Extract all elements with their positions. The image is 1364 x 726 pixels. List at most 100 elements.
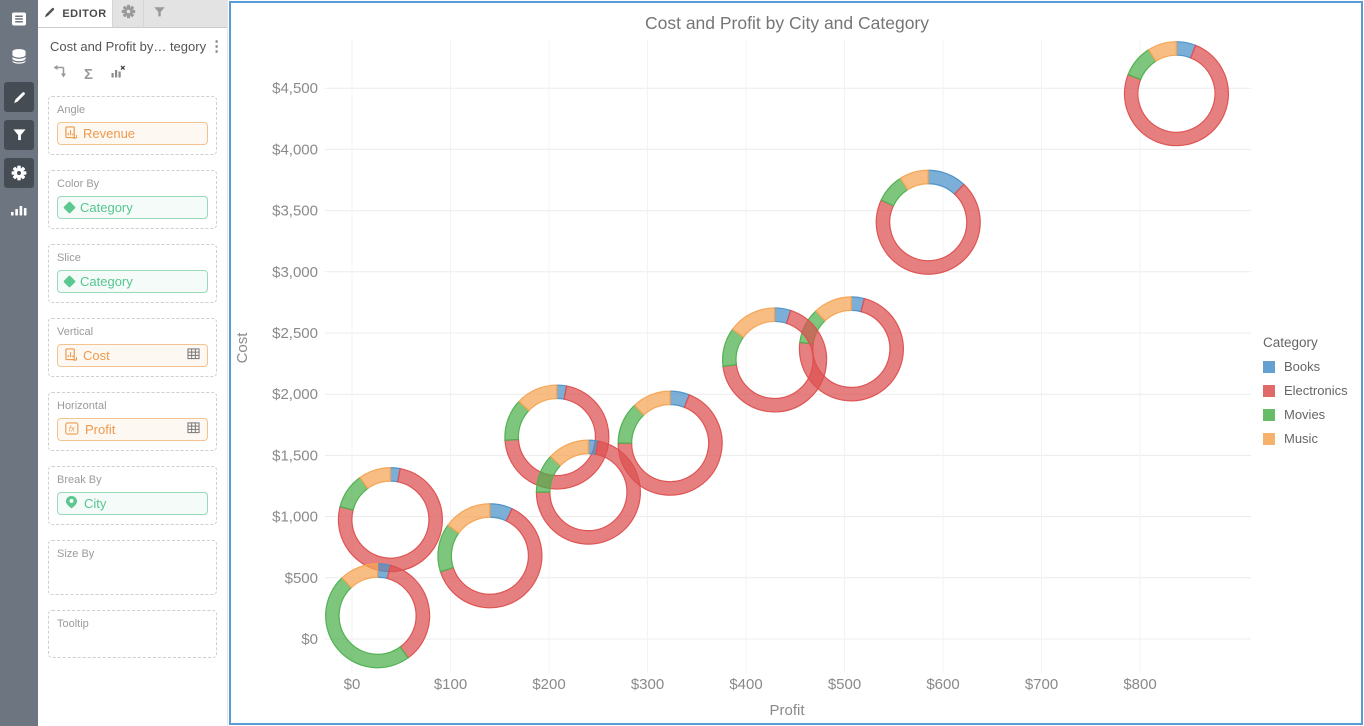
donut-slice-electronics[interactable]: [875, 183, 981, 275]
fx-icon: fx: [65, 421, 79, 438]
field-group-angle[interactable]: Angle Revenue: [48, 96, 217, 155]
field-group-size-by[interactable]: Size By: [48, 540, 217, 595]
rail-data-button[interactable]: [0, 42, 38, 76]
x-tick-label: $700: [1025, 676, 1058, 693]
field-pill-category[interactable]: Category: [57, 196, 208, 219]
legend-title: Category: [1263, 335, 1318, 350]
metric-icon: [65, 125, 78, 142]
legend-item-books[interactable]: Books: [1263, 359, 1348, 374]
sigma-icon[interactable]: Σ: [84, 65, 94, 83]
donut-slice-music[interactable]: [899, 169, 929, 191]
legend-item-movies[interactable]: Movies: [1263, 407, 1348, 422]
legend: Category Books Electronics Movies Music: [1263, 335, 1348, 455]
y-tick-label: $1,000: [272, 509, 318, 526]
gear-icon: [121, 4, 136, 24]
y-tick-label: $4,000: [272, 141, 318, 158]
list-icon: [10, 11, 28, 32]
field-label: Color By: [57, 178, 100, 190]
donut-slice-music[interactable]: [446, 503, 491, 534]
donut-slice-electronics[interactable]: [798, 297, 904, 402]
x-tick-label: $200: [532, 676, 565, 693]
rail-filter-button[interactable]: [0, 118, 38, 152]
swap-axes-icon[interactable]: [52, 64, 67, 84]
donut-slice-music[interactable]: [518, 384, 558, 412]
y-tick-label: $2,000: [272, 386, 318, 403]
donut-slice-music[interactable]: [1147, 41, 1178, 63]
bar-chart-icon: [10, 201, 28, 222]
rail-settings-button[interactable]: [0, 156, 38, 190]
field-group-break-by[interactable]: Break By City: [48, 466, 217, 525]
legend-item-music[interactable]: Music: [1263, 431, 1348, 446]
x-tick-label: $400: [729, 676, 762, 693]
field-group-horizontal[interactable]: Horizontal fx Profit: [48, 392, 217, 451]
pencil-icon: [4, 82, 34, 112]
field-group-vertical[interactable]: Vertical Cost: [48, 318, 217, 377]
donut-slice-electronics[interactable]: [617, 394, 723, 496]
donut-slice-music[interactable]: [633, 390, 671, 416]
donut[interactable]: [875, 169, 981, 275]
tab-settings[interactable]: [112, 0, 143, 27]
field-value: City: [84, 496, 107, 511]
legend-label: Electronics: [1284, 383, 1348, 398]
rail-list-button[interactable]: [0, 4, 38, 38]
donut[interactable]: [504, 384, 610, 490]
y-tick-label: $3,000: [272, 264, 318, 281]
donut[interactable]: [437, 503, 543, 609]
kebab-menu-icon[interactable]: ⋮: [209, 37, 225, 55]
donut[interactable]: [535, 439, 641, 545]
pin-icon: [65, 495, 78, 512]
chart-panel[interactable]: Cost and Profit by City and Category $0 $5…: [229, 1, 1363, 725]
rail-edit-button[interactable]: [0, 80, 38, 114]
donut[interactable]: [1123, 41, 1229, 147]
donut-slice-music[interactable]: [814, 296, 852, 322]
field-label: Size By: [57, 548, 95, 560]
field-pill-revenue[interactable]: Revenue: [57, 122, 208, 145]
tab-editor[interactable]: EDITOR: [38, 0, 112, 27]
donut-slice-music[interactable]: [549, 439, 589, 467]
field-pill-city[interactable]: City: [57, 492, 208, 515]
donut-slice-electronics[interactable]: [337, 467, 444, 573]
donut-slice-electronics[interactable]: [439, 507, 543, 609]
donut-slice-music[interactable]: [731, 307, 776, 339]
field-group-slice[interactable]: Slice Category: [48, 244, 217, 303]
donut-slice-movies[interactable]: [325, 576, 410, 669]
field-group-tooltip[interactable]: Tooltip: [48, 610, 217, 658]
field-label: Slice: [57, 252, 81, 264]
scatter-donut-plot: Cost and Profit by City and Category $0 $5…: [234, 13, 1251, 719]
field-label: Angle: [57, 104, 86, 116]
grid-icon[interactable]: [187, 422, 200, 437]
x-tick-label: $0: [344, 676, 361, 693]
editor-panel: EDITOR Cost and Profit by… tegory ⋮ Σ An…: [38, 0, 228, 726]
legend-swatch: [1263, 360, 1275, 373]
y-tick-label: $0: [301, 631, 318, 648]
y-tick-label: $500: [285, 570, 318, 587]
donut[interactable]: [617, 390, 723, 496]
grid-icon[interactable]: [187, 348, 200, 363]
rail-chart-button[interactable]: [0, 194, 38, 228]
left-icon-rail: [0, 0, 38, 726]
field-label: Vertical: [57, 326, 94, 338]
donut-slice-music[interactable]: [359, 467, 392, 490]
legend-item-electronics[interactable]: Electronics: [1263, 383, 1348, 398]
y-tick-label: $3,500: [272, 203, 318, 220]
chart-style-icon[interactable]: [110, 64, 126, 84]
diamond-icon: [63, 275, 76, 288]
donut[interactable]: [721, 307, 828, 413]
tab-filters[interactable]: [143, 0, 174, 27]
donut-slice-electronics[interactable]: [722, 309, 828, 413]
donut-slice-electronics[interactable]: [386, 564, 431, 659]
x-tick-label: $100: [434, 676, 467, 693]
field-pill-cost[interactable]: Cost: [57, 344, 208, 367]
donut-slice-electronics[interactable]: [535, 440, 641, 545]
donut[interactable]: [325, 563, 431, 669]
donut[interactable]: [337, 467, 444, 573]
field-group-color-by[interactable]: Color By Category: [48, 170, 217, 229]
legend-label: Movies: [1284, 407, 1326, 422]
y-tick-label: $4,500: [272, 80, 318, 97]
donut-slice-electronics[interactable]: [1123, 44, 1229, 147]
donut-slice-music[interactable]: [341, 563, 379, 589]
field-label: Tooltip: [57, 618, 89, 630]
pencil-icon: [43, 6, 56, 22]
field-pill-profit[interactable]: fx Profit: [57, 418, 208, 441]
field-pill-category[interactable]: Category: [57, 270, 208, 293]
